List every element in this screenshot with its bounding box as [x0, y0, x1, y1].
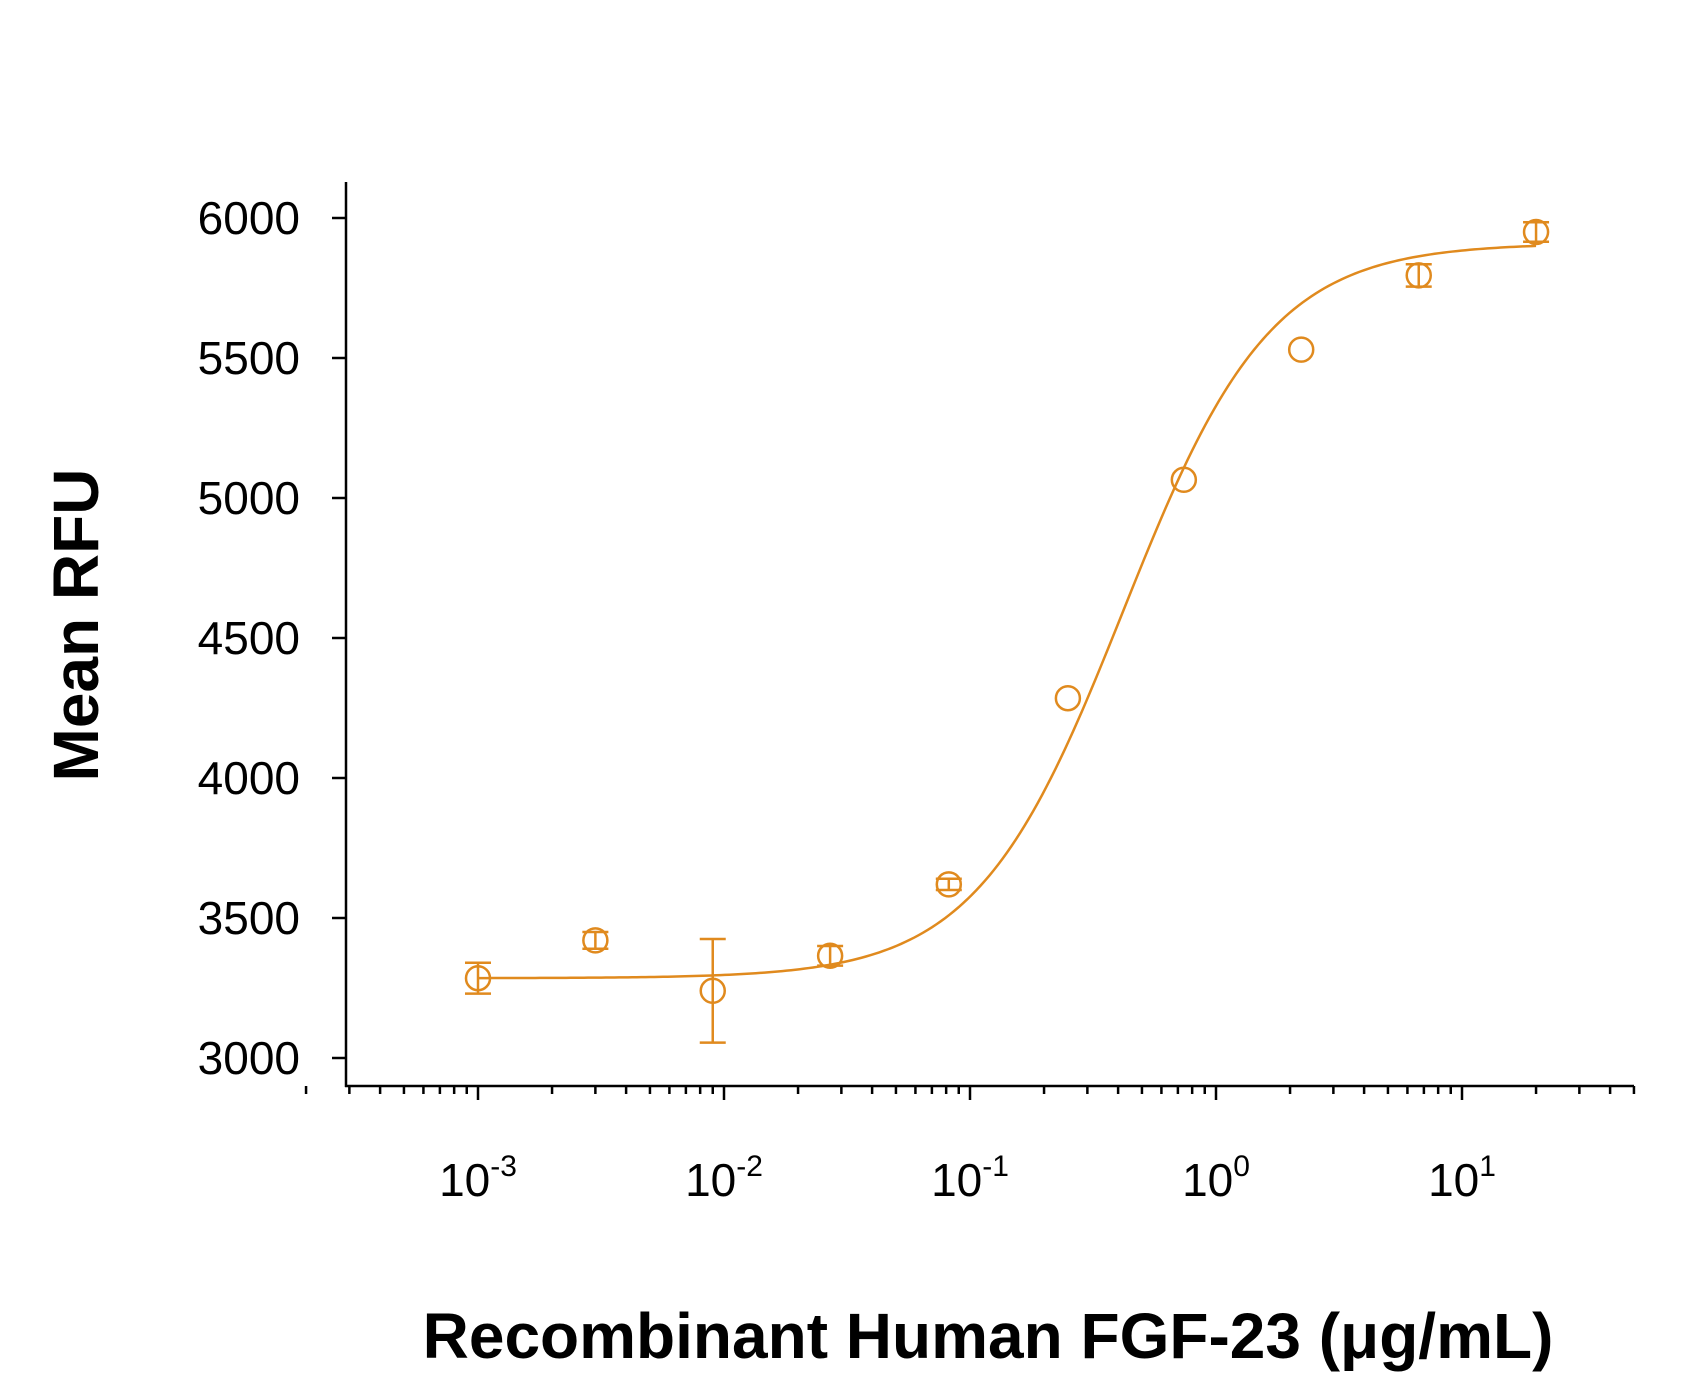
data-point-group: [935, 871, 963, 898]
x-tick-label: 10-3: [439, 1150, 517, 1206]
y-tick-label: 4500: [198, 612, 300, 664]
x-tick-label: 10-1: [931, 1150, 1009, 1206]
y-tick-label: 5500: [198, 332, 300, 384]
data-point-group: [699, 937, 726, 1044]
data-point-group: [582, 927, 609, 954]
data-point-group: [1522, 218, 1550, 246]
data-point-group: [1287, 336, 1315, 363]
y-tick-label: 6000: [198, 192, 300, 244]
fit-curve: [478, 244, 1537, 980]
data-point-group: [464, 961, 492, 995]
x-tick-exponent: 1: [1479, 1150, 1496, 1183]
x-tick-base: 10: [931, 1154, 982, 1206]
y-tick-label: 3000: [198, 1032, 300, 1084]
y-axis-title: Mean RFU: [40, 469, 112, 782]
x-tick-base: 10: [1428, 1154, 1479, 1206]
data-point: [816, 942, 844, 970]
x-tick-label: 100: [1182, 1150, 1250, 1206]
data-point: [699, 977, 726, 1005]
y-tick-label: 5000: [198, 472, 300, 524]
data-point-group: [1170, 466, 1198, 494]
x-tick-label: 101: [1428, 1150, 1496, 1206]
data-point: [935, 871, 963, 898]
data-point-group: [1054, 684, 1082, 712]
x-tick-exponent: 0: [1233, 1150, 1250, 1183]
x-tick-exponent: -3: [490, 1150, 517, 1183]
data-points: [464, 218, 1550, 1044]
x-tick-base: 10: [439, 1154, 490, 1206]
y-tick-label: 3500: [198, 892, 300, 944]
y-ticks: 3000 3500 4000 4500 5000 5500 6000: [198, 192, 346, 1084]
data-point-group: [1405, 262, 1432, 289]
x-tick-label: 10-2: [685, 1150, 763, 1206]
data-point: [1054, 684, 1082, 712]
data-point: [464, 964, 492, 992]
x-axis-title: Recombinant Human FGF-23 (μg/mL): [423, 1300, 1554, 1372]
x-tick-exponent: -2: [736, 1150, 763, 1183]
data-point: [1522, 218, 1550, 246]
x-tick-base: 10: [685, 1154, 736, 1206]
data-point: [582, 927, 609, 954]
x-ticks: 10-3 10-2 10-1 100 101: [304, 1086, 1636, 1206]
y-tick-label: 4000: [198, 752, 300, 804]
data-point: [1287, 336, 1315, 363]
data-point-group: [816, 942, 844, 970]
x-tick-exponent: -1: [982, 1150, 1009, 1183]
data-point: [1405, 262, 1432, 289]
data-point: [1170, 466, 1198, 494]
x-tick-base: 10: [1182, 1154, 1233, 1206]
